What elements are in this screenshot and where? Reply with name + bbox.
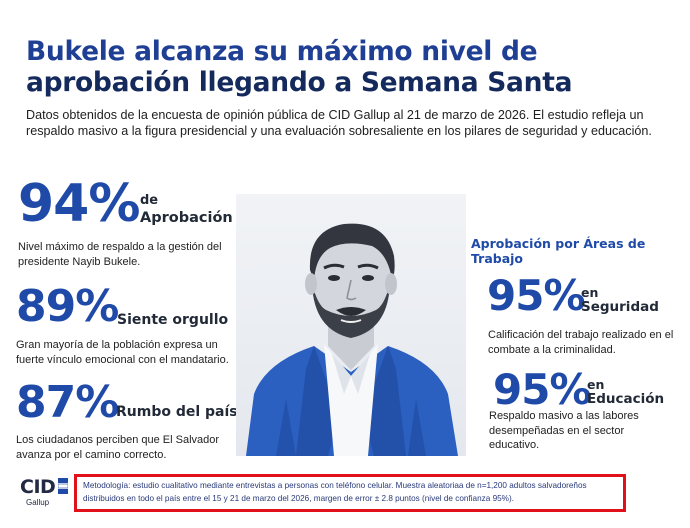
methodology-note: Metodología: estudio cualitativo mediant… xyxy=(74,474,626,512)
area-security-description: Calificación del trabajo realizado en el… xyxy=(488,329,674,356)
stat-approval: 94% xyxy=(18,174,140,234)
stat-direction-value: 87% xyxy=(16,377,119,428)
area-education: 95% xyxy=(493,365,592,414)
area-security-label-1: en xyxy=(581,285,599,300)
cid-gallup-logo: CID Gallup xyxy=(20,476,70,510)
title-line-1: Bukele alcanza su máximo nivel de xyxy=(26,36,538,67)
area-education-value: 95% xyxy=(493,365,592,414)
stat-approval-label-1: de xyxy=(140,193,159,208)
page-subtitle: Datos obtenidos de la encuesta de opinió… xyxy=(26,108,652,138)
stat-approval-description: Nivel máximo de respaldo a la gestión de… xyxy=(18,241,222,268)
area-education-label-1: en xyxy=(587,377,605,392)
area-education-description: Respaldo masivo a las labores desempeñad… xyxy=(489,410,639,451)
stat-pride-description: Gran mayoría de la población expresa un … xyxy=(16,339,229,366)
logo-name: CID xyxy=(20,476,56,498)
stat-approval-label-2: Aprobación xyxy=(140,210,233,226)
logo-subtitle: Gallup xyxy=(26,498,50,507)
logo-mark-icon xyxy=(58,478,68,494)
stat-pride-value: 89% xyxy=(16,281,119,332)
stat-direction-description: Los ciudadanos perciben que El Salvador … xyxy=(16,434,220,461)
areas-title: Aprobación por Áreas de Trabajo xyxy=(471,236,646,266)
stat-pride-label: Siente orgullo xyxy=(117,312,229,328)
stat-direction-label: Rumbo del país xyxy=(116,404,238,420)
area-security: 95% xyxy=(487,271,586,320)
president-portrait-illustration xyxy=(236,194,466,456)
stat-direction: 87% xyxy=(16,377,119,428)
stat-pride: 89% xyxy=(16,281,119,332)
title-line-2: aprobación llegando a Semana Santa xyxy=(26,67,573,98)
page-title: Bukele alcanza su máximo nivel de aproba… xyxy=(26,36,666,98)
stat-approval-value: 94% xyxy=(18,174,140,234)
area-education-label-2: Educación xyxy=(587,391,665,407)
area-security-value: 95% xyxy=(487,271,586,320)
area-security-label-2: Seguridad xyxy=(581,299,659,315)
